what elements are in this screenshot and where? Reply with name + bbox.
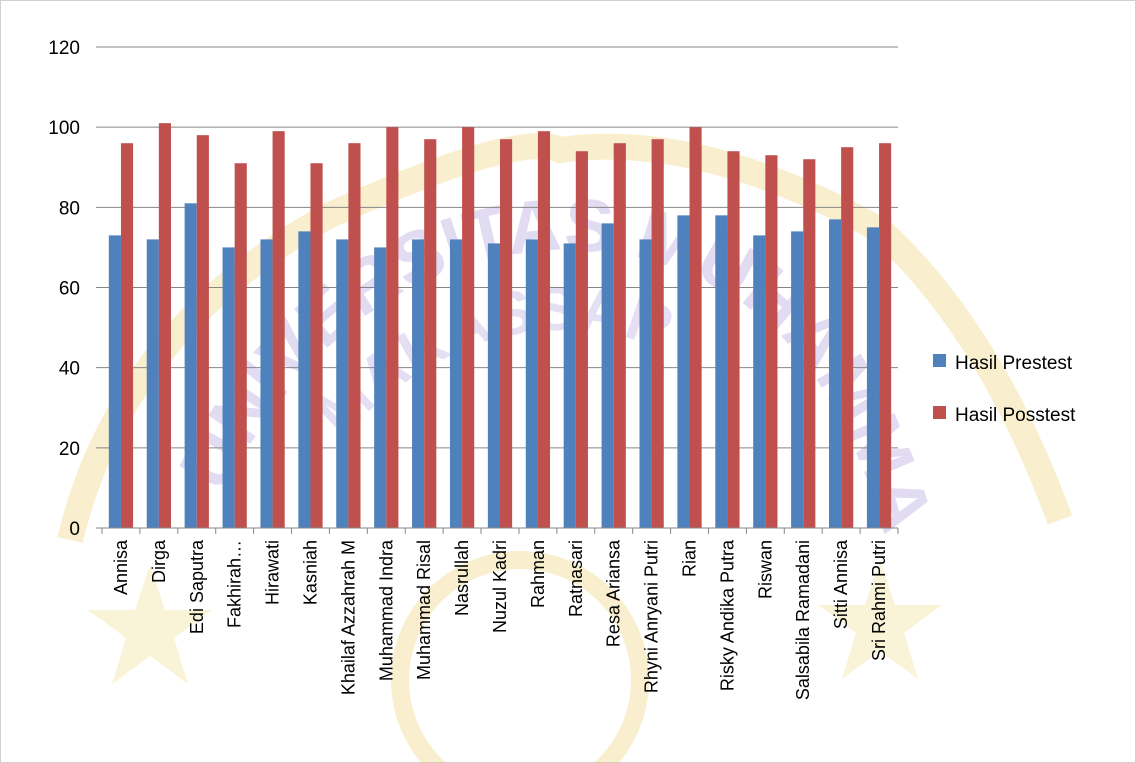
category-label: Hirawati [263, 540, 283, 605]
legend-label-posstest: Hasil Posstest [955, 405, 1076, 426]
y-tick-label: 20 [59, 439, 80, 460]
category-labels: Annisa Dirga Edi Saputra Fakhirah… Hirawati K… [111, 539, 889, 700]
category-label: Rahman [528, 540, 548, 608]
bar-posstest [537, 131, 551, 528]
category-label: Rian [680, 540, 700, 577]
category-label: Rhyni Anryani Putri [642, 540, 662, 693]
category-label: Riswan [755, 540, 775, 599]
bar-posstest [575, 151, 588, 528]
bar-prestest [374, 247, 387, 529]
bar-posstest [462, 127, 475, 529]
bar-posstest [879, 143, 892, 528]
category-label: Dirga [149, 539, 169, 583]
category-label: Muhammad Indra [376, 539, 396, 681]
category-label: Kasniah [300, 540, 320, 605]
bar-prestest [449, 239, 463, 528]
bar-posstest [841, 147, 854, 528]
category-label: Annisa [111, 539, 131, 595]
bar-posstest [613, 143, 626, 528]
category-label: Nasrullah [452, 540, 472, 616]
bar-posstest [689, 127, 702, 529]
y-tick-label: 80 [59, 198, 80, 219]
bar-posstest [803, 159, 816, 529]
bar-prestest [298, 231, 311, 528]
category-label: Khailaf Azzahrah M [338, 540, 358, 695]
bar-prestest [336, 239, 349, 528]
bar-prestest [677, 215, 690, 528]
bar-posstest [727, 151, 740, 528]
category-label: Edi Saputra [187, 539, 207, 634]
bar-posstest [158, 123, 171, 528]
bar-posstest [500, 139, 513, 528]
y-tick-label: 120 [48, 38, 80, 59]
y-tick-label: 60 [59, 279, 80, 300]
y-tick-label: 40 [59, 359, 80, 380]
bar-prestest [525, 239, 538, 528]
legend: Hasil Prestest Hasil Posstest [933, 353, 1076, 426]
category-label: Sri Rahmi Putri [869, 540, 889, 661]
category-label: Salsabila Ramadani [793, 540, 813, 700]
legend-swatch-prestest [933, 354, 946, 367]
bar-prestest [753, 235, 766, 528]
bar-posstest [234, 163, 247, 529]
bar-posstest [765, 155, 778, 528]
bar-prestest [222, 247, 235, 529]
bar-prestest [829, 219, 842, 529]
category-label: Ratnasari [566, 540, 586, 617]
legend-swatch-posstest [933, 406, 946, 419]
bar-posstest [348, 143, 361, 528]
category-label: Sitti Annisa [831, 539, 851, 629]
bars [108, 123, 892, 529]
y-tick-label: 100 [48, 118, 80, 139]
bar-prestest [791, 231, 804, 528]
bar-prestest [715, 215, 728, 528]
category-label: Nuzul Kadri [490, 540, 510, 633]
bar-posstest [424, 139, 437, 528]
bar-posstest [310, 163, 323, 529]
bar-prestest [184, 203, 197, 528]
category-label: Resa Ariansa [604, 539, 624, 647]
category-label: Muhammad Risal [414, 540, 434, 680]
y-tick-label: 0 [69, 519, 80, 540]
category-label: Fakhirah… [225, 540, 245, 628]
x-axis [101, 527, 899, 534]
bar-prestest [639, 239, 652, 528]
bar-posstest [120, 143, 134, 528]
bar-prestest [260, 239, 273, 528]
category-label: Risky Andika Putra [717, 539, 737, 691]
bar-prestest [563, 243, 576, 528]
bar-posstest [272, 131, 285, 528]
bar-posstest [386, 127, 399, 529]
bar-posstest [196, 135, 209, 528]
bar-prestest [601, 223, 614, 528]
y-axis-ticks: 0 20 40 60 80 100 120 [48, 38, 80, 540]
bar-prestest [108, 235, 121, 528]
bar-prestest [412, 239, 425, 528]
bar-prestest [487, 243, 500, 528]
bar-posstest [651, 139, 664, 528]
bar-prestest [146, 239, 159, 528]
legend-label-prestest: Hasil Prestest [955, 353, 1073, 374]
bar-prestest [866, 227, 880, 529]
